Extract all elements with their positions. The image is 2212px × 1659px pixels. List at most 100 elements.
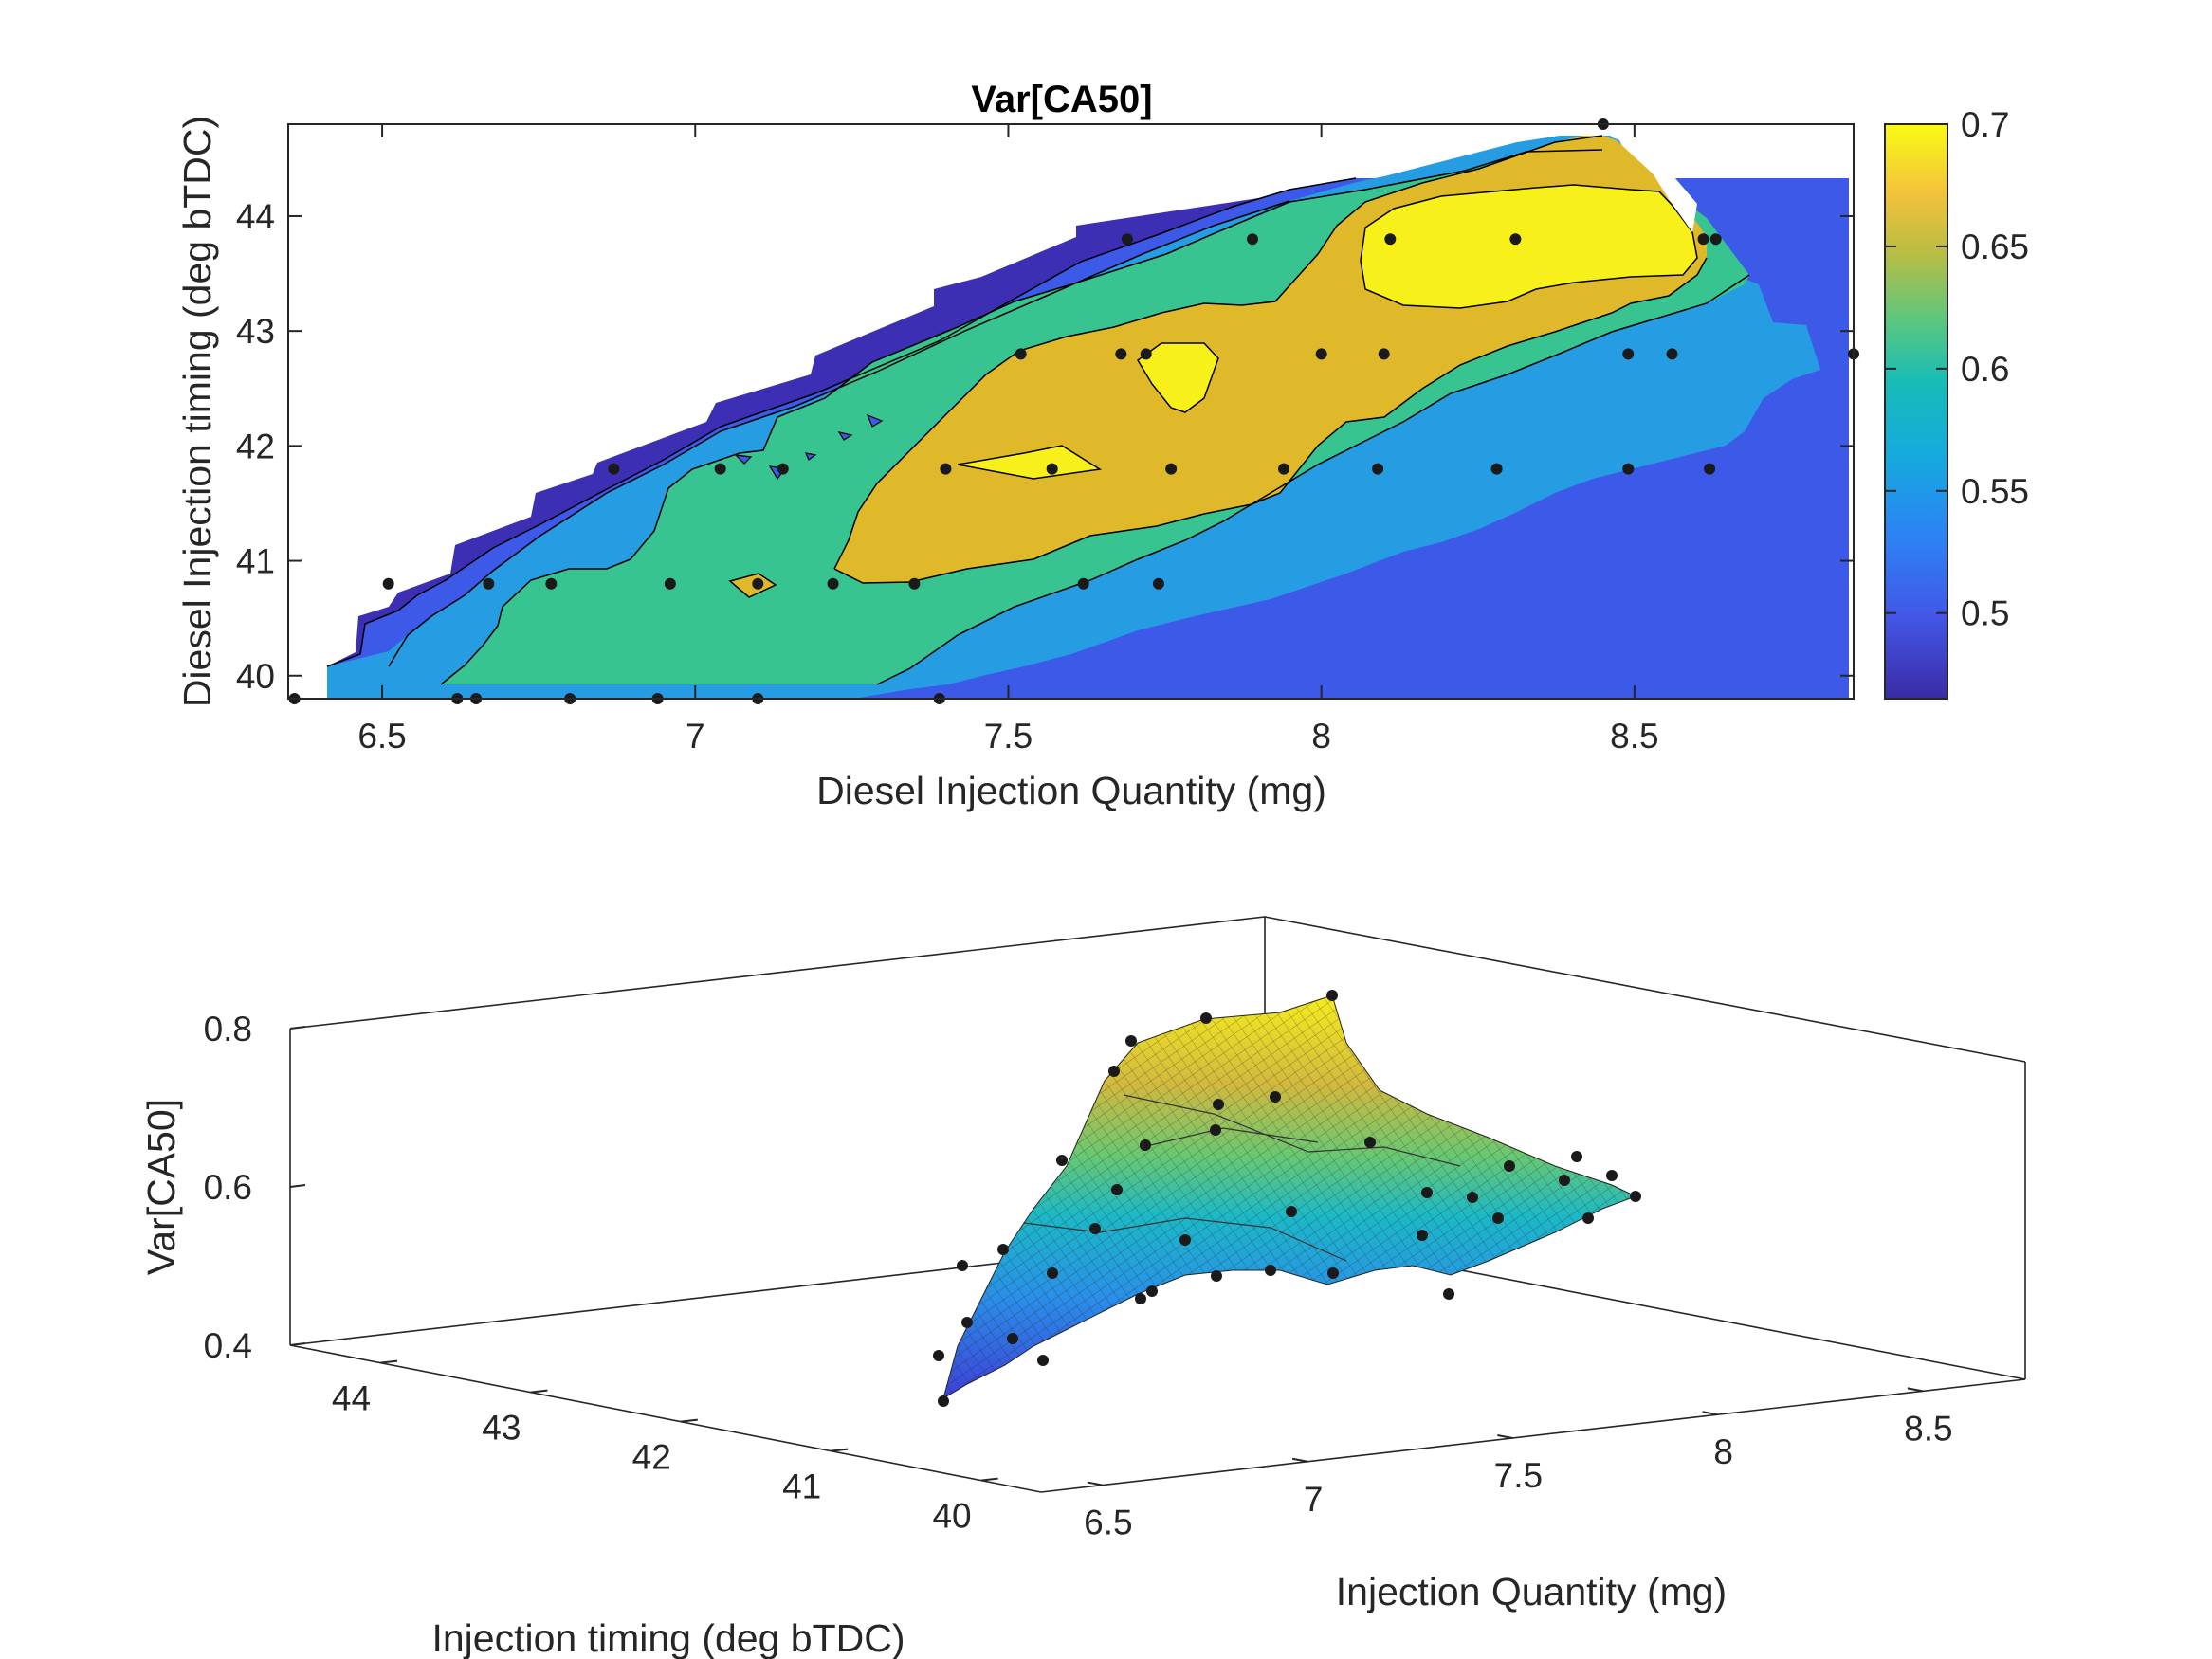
z-tick-mark	[289, 1026, 306, 1030]
sample-point	[908, 577, 921, 590]
surface-y-tick-mark	[831, 1448, 849, 1452]
contour-x-ticks: 6.5 7 7.5 8 8.5	[357, 124, 1659, 756]
surface-y-tick-mark	[530, 1389, 548, 1394]
surface-x-tick-label: 8	[1713, 1432, 1733, 1471]
colorbar-tick-label: 0.55	[1961, 472, 2029, 511]
surface-x-tick-label: 7	[1304, 1480, 1324, 1519]
sample-point	[1046, 463, 1058, 475]
y-tick-label: 41	[236, 542, 275, 581]
surface-sample-point	[1200, 1012, 1212, 1024]
surface-xlabel: Injection Quantity (mg)	[1336, 1570, 1727, 1613]
contour-y-ticks: 40 41 42 43 44	[236, 197, 1854, 696]
sample-point	[1278, 463, 1290, 475]
contour-island-3	[804, 452, 817, 461]
surface-sample-point	[1210, 1124, 1221, 1136]
surface-sample-point	[1492, 1212, 1504, 1224]
sample-point	[1666, 348, 1678, 360]
sample-point	[1372, 463, 1384, 475]
surface-sample-point	[1571, 1151, 1582, 1162]
surface-sample-point	[1606, 1170, 1618, 1181]
sample-point	[752, 577, 764, 590]
sample-point	[1115, 348, 1127, 360]
surface-y-tick-mark	[379, 1359, 398, 1364]
surface-sample-point	[957, 1260, 968, 1271]
contour-axes-frame	[287, 123, 1855, 700]
sample-point	[1384, 233, 1397, 246]
surface-sample-point	[1213, 1099, 1224, 1110]
sample-point	[714, 463, 726, 475]
surface-sample-point	[1327, 1267, 1339, 1279]
colorbar-ticks: 0.5 0.55 0.6 0.65 0.7	[1885, 105, 2029, 633]
x-tick-label: 7	[686, 717, 705, 756]
contour-line-0.65	[833, 135, 1708, 584]
surface-sample-point	[1421, 1187, 1433, 1198]
sample-point	[483, 577, 495, 590]
surface-sample-point	[1582, 1212, 1594, 1224]
contour-line-0.55	[388, 200, 1290, 667]
surface-sample-point	[1417, 1230, 1428, 1241]
sample-point	[1077, 577, 1089, 590]
y-tick-label: 43	[236, 312, 275, 351]
sample-point	[608, 463, 620, 475]
box-back-left	[289, 916, 1266, 1077]
surface-sample-point	[1146, 1285, 1158, 1297]
surface-sample-point	[1056, 1155, 1068, 1166]
contour-fill	[326, 124, 1849, 699]
contour-plot: Var[CA50]	[175, 79, 2029, 812]
contour-island-4	[734, 454, 753, 465]
surface-x-tick-mark	[1907, 1387, 1924, 1393]
surface-y-tick-label: 41	[782, 1468, 821, 1506]
surface-sample-point	[1037, 1355, 1049, 1366]
sample-point	[1015, 348, 1027, 360]
sample-point	[1697, 233, 1709, 246]
surface-mesh	[942, 994, 1637, 1400]
sample-point	[382, 577, 394, 590]
surface-sample-point	[1326, 990, 1338, 1001]
sample-point	[1490, 463, 1503, 475]
surface-sample-point	[933, 1350, 944, 1361]
contour-title: Var[CA50]	[971, 79, 1152, 120]
surface-sample-point	[1140, 1139, 1151, 1151]
surface-sample-point	[1504, 1160, 1515, 1172]
surface-x-tick-mark	[1087, 1481, 1104, 1486]
x-tick-label: 7.5	[984, 717, 1033, 756]
surface-sample-point	[1211, 1270, 1222, 1282]
z-tick-label: 0.8	[204, 1010, 252, 1048]
surface-mesh-overlay	[943, 995, 1636, 1398]
box-floor-front-y	[289, 1344, 1042, 1493]
sample-point	[1315, 348, 1327, 360]
surface-zlabel: Var[CA50]	[139, 1099, 183, 1275]
surface-sample-point	[1125, 1035, 1137, 1047]
surface-plot: 0.4 0.6 0.8 6.5 7 7.5 8 8.5 40 41 42 43 44 Var[CA5…	[139, 916, 2026, 1659]
contour-ylabel: Diesel Injection timing (deg bTDC)	[175, 116, 219, 707]
sample-point	[545, 577, 558, 590]
contour-line-0.6	[440, 149, 1750, 685]
sample-point	[777, 463, 789, 475]
surface-sample-point	[961, 1317, 973, 1328]
contour-xlabel: Diesel Injection Quantity (mg)	[816, 769, 1326, 812]
surface-x-tick-mark	[1702, 1411, 1718, 1416]
surface-x-tick-label: 6.5	[1084, 1504, 1132, 1542]
contour-region-above-0.7-b	[1137, 342, 1219, 413]
contour-white-cutout	[1602, 124, 1697, 232]
surface-sample-point	[1089, 1223, 1101, 1234]
contour-line-0.5	[326, 177, 1357, 667]
sample-point	[1165, 463, 1178, 475]
contour-region-above-0.7-c	[957, 445, 1103, 480]
surface-sample-point	[1179, 1234, 1191, 1246]
sample-point	[1709, 233, 1722, 246]
sample-point	[1378, 348, 1390, 360]
x-tick-label: 8.5	[1610, 717, 1658, 756]
z-tick-mark	[289, 1342, 306, 1346]
box-floor-front-x	[1040, 1378, 2026, 1493]
sample-point	[1140, 348, 1152, 360]
z-tick-mark	[289, 1184, 306, 1188]
surface-y-ticks: 40 41 42 43 44	[332, 1359, 998, 1536]
surface-x-ticks: 6.5 7 7.5 8 8.5	[1084, 1387, 1953, 1542]
surface-y-tick-mark	[680, 1418, 698, 1423]
sample-point	[1509, 233, 1522, 246]
surface-y-tick-label: 43	[482, 1409, 521, 1448]
surface-sample-point	[1135, 1293, 1146, 1304]
surface-ylabel: Injection timing (deg bTDC)	[431, 1616, 905, 1659]
